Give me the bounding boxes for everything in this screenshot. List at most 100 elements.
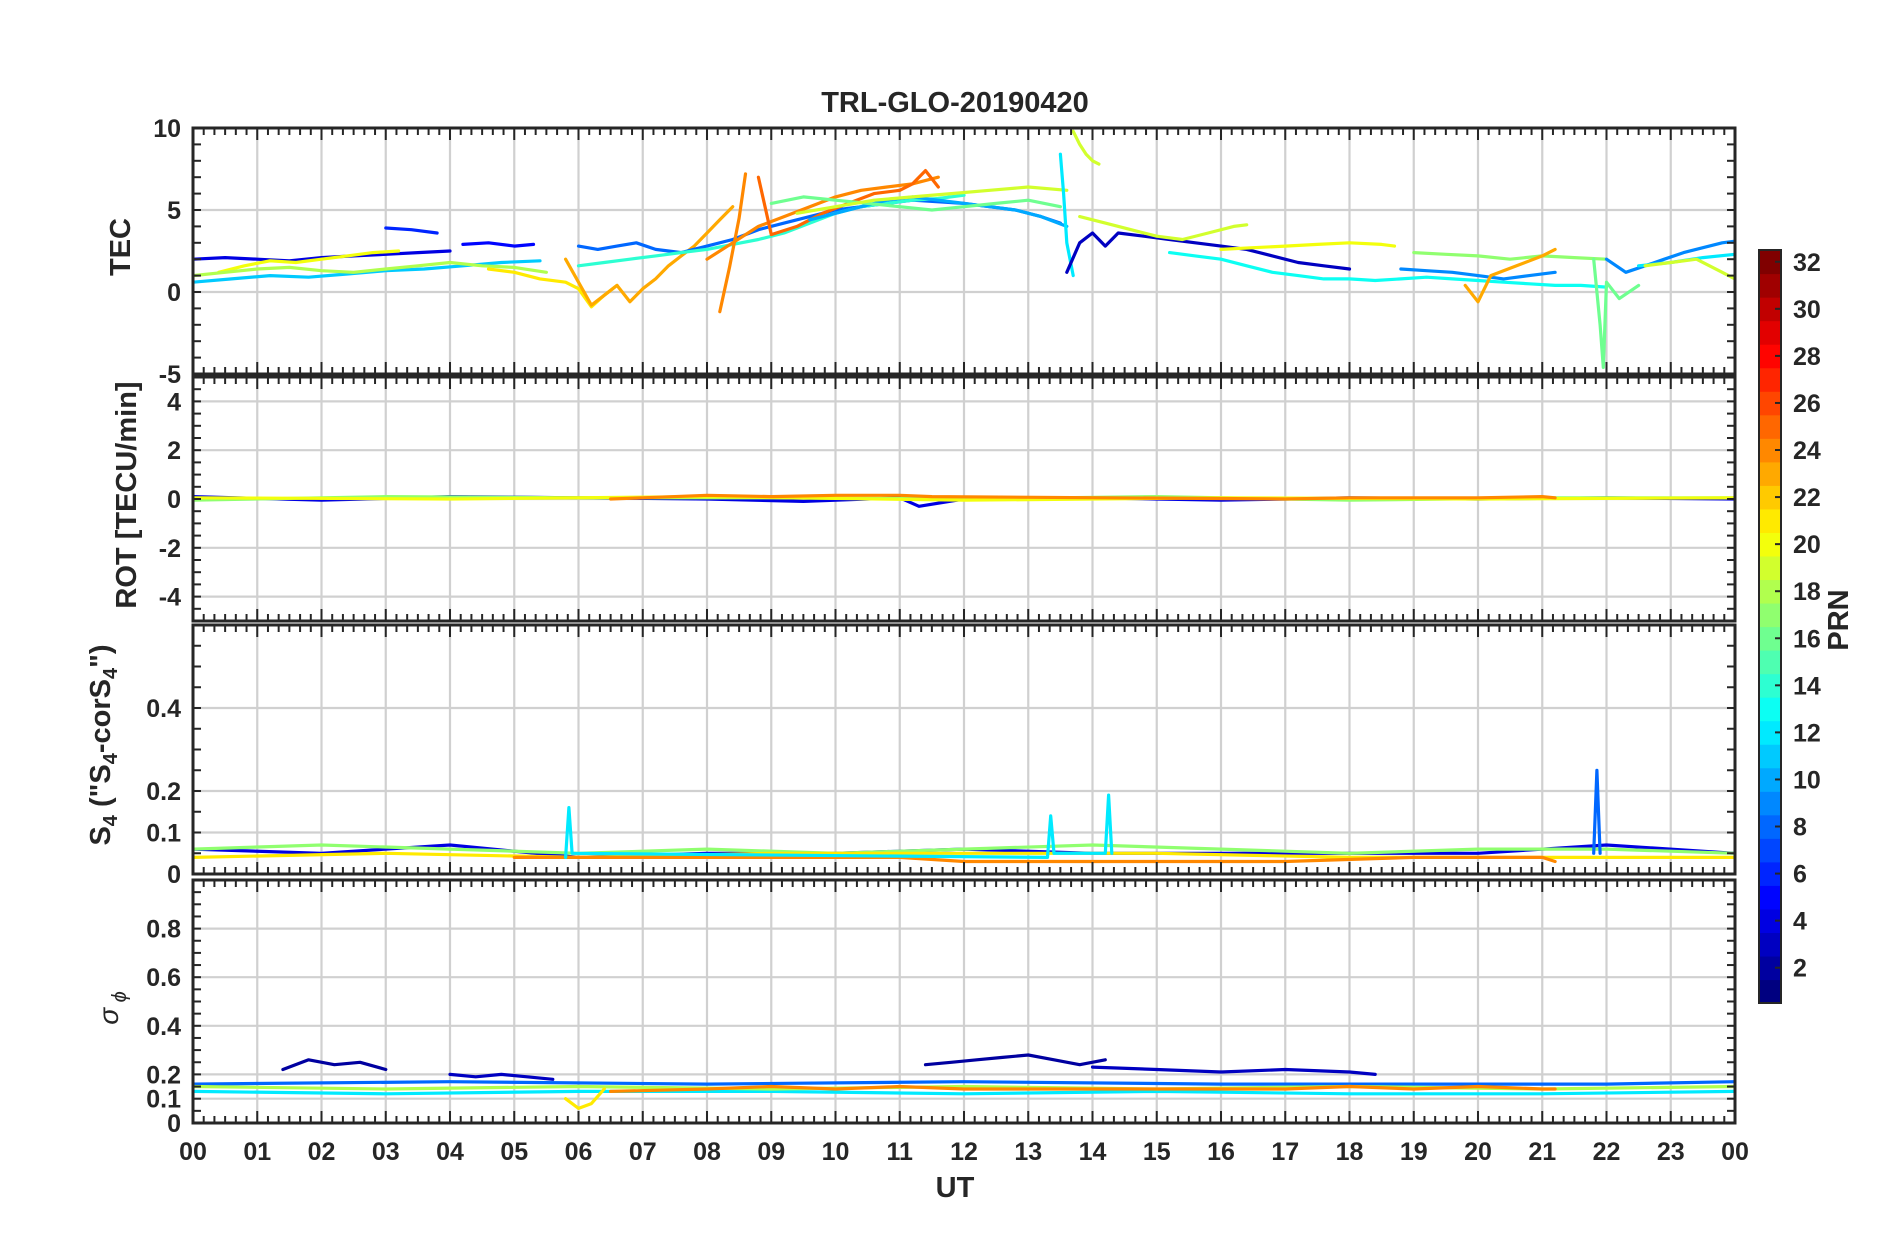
x-tick-label: 11	[887, 1138, 914, 1166]
sigma-y-tick-label: 0	[167, 1110, 181, 1138]
colorbar-tick-label: 6	[1793, 861, 1807, 889]
colorbar-swatch	[1759, 391, 1781, 416]
sigma-series-prn-21	[564, 1087, 606, 1110]
colorbar-swatch	[1759, 250, 1781, 275]
colorbar-swatch	[1759, 720, 1781, 745]
colorbar-tick-label: 14	[1793, 672, 1821, 700]
tec-y-tick-label: 5	[167, 197, 181, 225]
colorbar-tick-label: 4	[1793, 908, 1807, 936]
colorbar-swatch	[1759, 344, 1781, 369]
rot-y-axis-label: ROT [TECU/min]	[111, 381, 143, 608]
s4-y-axis-label: S4 ("S4-corS4")	[85, 644, 122, 845]
x-tick-label: 21	[1528, 1138, 1556, 1166]
tec-series-prn-19	[1643, 257, 1735, 281]
rot-series-prn-24	[609, 493, 1557, 501]
sigma-y-ticks	[193, 879, 1735, 1124]
rot-panel: -4 -2 0 2 4	[159, 375, 1737, 623]
tec-series-prn-20	[1219, 241, 1397, 251]
tec-series-prn-25	[756, 169, 940, 237]
colorbar-swatch	[1759, 485, 1781, 510]
s4-panel: 0 0.1 0.2 0.4	[146, 623, 1737, 889]
s4-y-tick-label: 0.2	[146, 778, 181, 806]
tec-x-ticks	[192, 128, 1736, 374]
colorbar-frame	[1758, 249, 1782, 1004]
x-tick-label: 22	[1593, 1138, 1621, 1166]
x-tick-label: 07	[629, 1138, 657, 1166]
colorbar-swatch	[1759, 508, 1781, 533]
rot-y-tick-label: 0	[167, 486, 181, 514]
x-axis-label: UT	[936, 1172, 975, 1204]
tec-panel: -5 0 5 10	[153, 115, 1737, 389]
rot-y-tick-label: -4	[159, 584, 181, 612]
colorbar-tick-label: 28	[1793, 343, 1821, 371]
colorbar-swatch	[1759, 579, 1781, 604]
colorbar-tick-label: 32	[1793, 249, 1821, 277]
colorbar-swatch	[1759, 414, 1781, 439]
rot-series-group	[193, 493, 1735, 508]
colorbar-swatch	[1759, 320, 1781, 345]
sigma-series-prn-3	[448, 1072, 555, 1081]
tec-series-prn-23	[1463, 247, 1557, 304]
x-tick-label: 15	[1143, 1138, 1171, 1166]
colorbar-swatch	[1759, 602, 1781, 628]
colorbar-tick-label: 20	[1793, 531, 1821, 559]
sigma-series-group	[193, 1053, 1735, 1110]
colorbar-tick-label: 24	[1793, 437, 1821, 465]
sigma-series-prn-12	[193, 1089, 1735, 1096]
colorbar-swatch	[1759, 555, 1781, 581]
tec-series-prn-17	[1412, 251, 1609, 261]
tec-series-prn-18	[193, 260, 548, 278]
x-tick-label: 10	[822, 1138, 850, 1166]
rot-y-tick-label: -2	[159, 535, 181, 563]
rot-y-tick-label: 4	[167, 388, 181, 416]
colorbar-tick-label: 22	[1793, 484, 1821, 512]
tec-series-prn-19	[1078, 215, 1249, 242]
colorbar-tick-label: 12	[1793, 719, 1821, 747]
colorbar-swatch	[1759, 650, 1781, 675]
s4-y-tick-label: 0	[167, 861, 181, 889]
x-tick-label: 20	[1464, 1138, 1492, 1166]
x-tick-label: 04	[436, 1138, 464, 1166]
sigma-phi-y-axis-label: σ ϕ	[93, 991, 131, 1025]
colorbar-swatch	[1759, 438, 1781, 463]
colorbar-swatch	[1759, 955, 1781, 981]
tec-series-prn-16	[769, 195, 1062, 212]
sigma-x-ticks	[192, 880, 1736, 1123]
colorbar-swatch	[1759, 814, 1781, 839]
colorbar-tick-label: 16	[1793, 625, 1821, 653]
colorbar-swatch	[1759, 791, 1781, 816]
colorbar-swatch	[1759, 908, 1781, 934]
tec-series-prn-10	[808, 195, 1069, 228]
colorbar-swatch	[1759, 885, 1781, 910]
tec-series-prn-5	[461, 241, 536, 248]
s4-series-prn-12	[564, 793, 1114, 859]
s4-series-group	[193, 768, 1735, 864]
tec-series-prn-6	[384, 226, 439, 235]
colorbar-swatch	[1759, 673, 1781, 698]
colorbar-swatch	[1759, 273, 1781, 298]
x-tick-label: 00	[179, 1138, 207, 1166]
s4-series-prn-24	[512, 855, 1557, 864]
tec-series-prn-13	[1168, 251, 1609, 289]
x-tick-label: 02	[308, 1138, 336, 1166]
tec-series-prn-20	[217, 249, 401, 274]
tec-series-prn-23	[564, 205, 735, 307]
colorbar-swatch	[1759, 979, 1781, 1004]
sigma-series-prn-2	[923, 1053, 1107, 1067]
sigma-y-tick-label: 0.4	[146, 1013, 181, 1041]
x-tick-label: 17	[1271, 1138, 1299, 1166]
tec-series-prn-19	[1071, 129, 1101, 166]
tec-series-prn-16	[1592, 257, 1641, 369]
x-tick-label: 09	[757, 1138, 785, 1166]
sigma-phi-panel: 00.10.2 0.4 0.6 0.8 00 01 02 03 04 05 06 07 08 09 10 11…	[146, 878, 1749, 1166]
sigma-series-prn-2	[281, 1058, 388, 1072]
x-tick-label: 06	[565, 1138, 593, 1166]
colorbar-tick-label: 8	[1793, 814, 1807, 842]
x-tick-label: 01	[243, 1138, 271, 1166]
colorbar-tick-label: 30	[1793, 296, 1821, 324]
colorbar-swatch	[1759, 767, 1781, 792]
colorbar-label: PRN	[1823, 589, 1855, 650]
sigma-series-prn-3	[1090, 1065, 1377, 1076]
colorbar-swatch	[1759, 861, 1781, 886]
s4-y-tick-label: 0.4	[146, 695, 181, 723]
